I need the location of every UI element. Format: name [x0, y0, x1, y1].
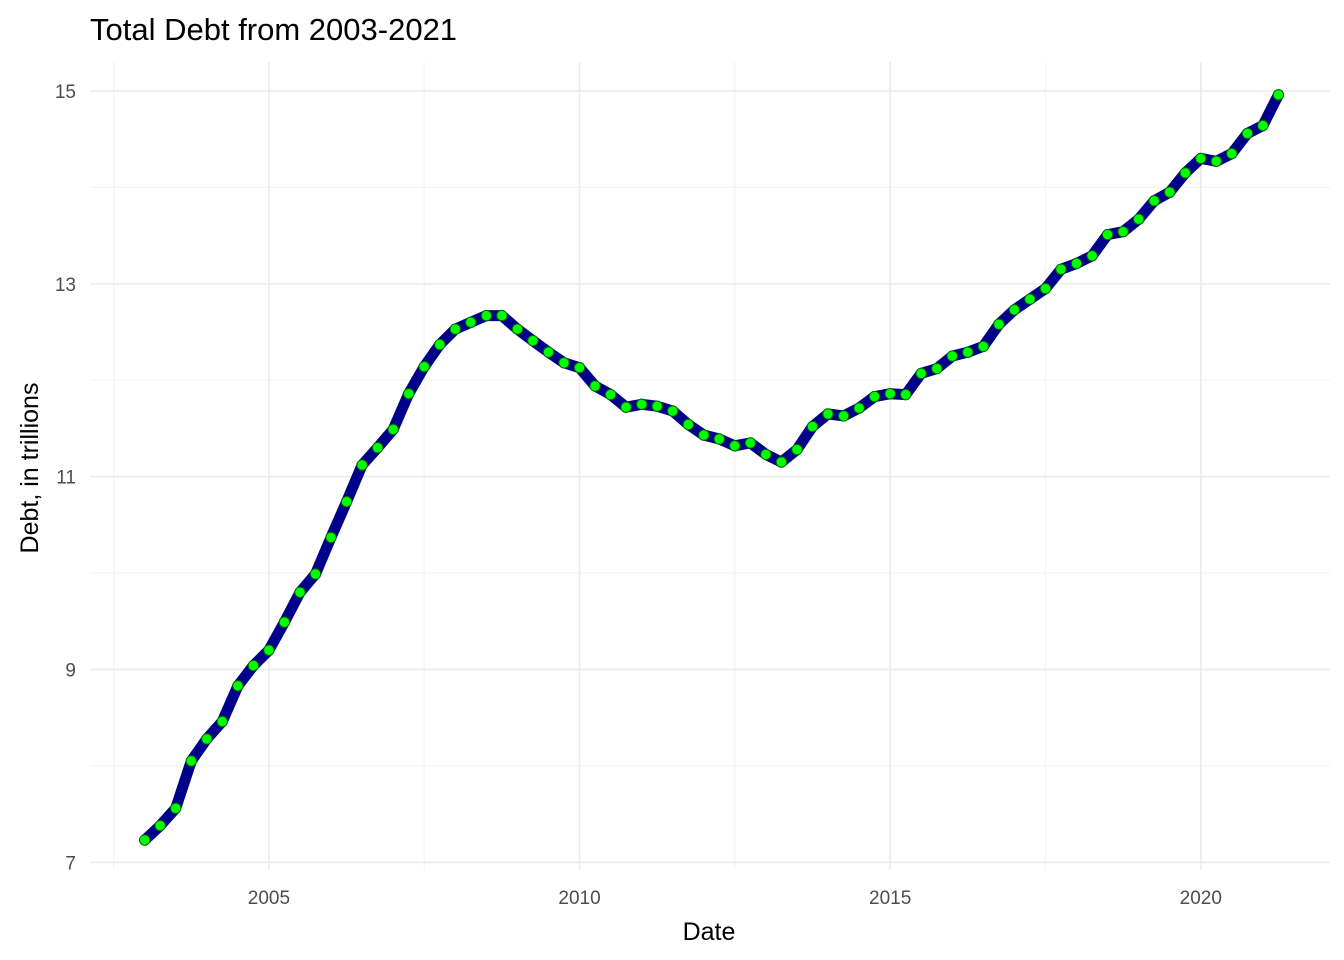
data-point [1117, 226, 1129, 238]
data-point [946, 350, 958, 362]
data-point [480, 309, 493, 322]
data-point [185, 755, 198, 767]
data-point [713, 433, 725, 445]
data-point [698, 429, 710, 441]
data-point [1055, 263, 1067, 275]
data-point [1195, 152, 1207, 165]
data-point [170, 802, 182, 814]
data-point [1008, 304, 1021, 316]
data-point [1101, 228, 1114, 241]
series-debt [139, 89, 1285, 846]
data-point [1179, 167, 1192, 179]
data-point [1210, 155, 1223, 168]
data-point [729, 440, 741, 452]
data-point [496, 309, 508, 322]
data-point [278, 616, 291, 628]
data-point [620, 401, 632, 413]
data-point [216, 715, 229, 728]
data-point [931, 362, 943, 375]
data-point [1257, 119, 1269, 132]
x-tick-label: 2005 [248, 888, 290, 909]
y-axis-title: Debt, in trillions [16, 383, 44, 554]
data-point [667, 405, 679, 417]
x-tick-label: 2015 [869, 888, 911, 909]
y-tick-label: 7 [65, 853, 76, 874]
data-point [760, 448, 772, 461]
data-point [325, 531, 337, 544]
y-tick-label: 11 [56, 468, 76, 489]
data-point [356, 459, 368, 471]
data-point [340, 496, 353, 508]
data-point [915, 367, 927, 380]
data-point [1070, 257, 1083, 270]
data-point [263, 644, 275, 656]
data-point [527, 335, 539, 347]
data-points [139, 89, 1285, 846]
y-tick-label: 13 [55, 275, 76, 296]
data-point [558, 357, 570, 369]
data-point [403, 388, 415, 400]
data-point [806, 420, 819, 433]
data-point [1133, 213, 1145, 225]
data-point [154, 819, 166, 832]
data-point [853, 402, 865, 414]
y-tick-label: 15 [55, 82, 76, 103]
data-point [201, 733, 213, 745]
data-point [434, 338, 446, 351]
data-point [791, 443, 803, 456]
data-point [1164, 186, 1176, 198]
data-point [573, 362, 586, 374]
x-tick-label: 2020 [1180, 888, 1222, 909]
data-point [1086, 250, 1098, 262]
data-point [1039, 282, 1052, 295]
data-point [294, 586, 306, 598]
data-point [651, 400, 663, 412]
data-point [139, 834, 151, 846]
data-point [542, 346, 555, 358]
x-tick-label: 2010 [558, 888, 600, 909]
data-point [775, 456, 788, 468]
data-point [511, 323, 524, 335]
data-point [1226, 147, 1238, 160]
data-point [247, 659, 260, 672]
data-point [744, 437, 757, 449]
axes: 7 9 11 13 15 2005 2010 2015 2020 [55, 82, 1222, 909]
data-point [1148, 195, 1160, 207]
data-point [993, 318, 1005, 330]
data-point [682, 418, 694, 431]
data-point [604, 388, 617, 401]
data-point [837, 410, 850, 422]
x-axis-title: Date [683, 918, 736, 946]
data-point [822, 408, 834, 420]
data-point [449, 323, 461, 335]
data-point [977, 340, 989, 353]
data-point [418, 361, 430, 373]
data-point [900, 388, 912, 401]
data-point [1272, 89, 1285, 101]
chart-title: Total Debt from 2003-2021 [90, 12, 457, 47]
data-point [309, 568, 322, 580]
data-point [232, 680, 244, 692]
data-point [387, 423, 399, 436]
data-point [884, 388, 896, 400]
y-tick-label: 9 [65, 660, 76, 681]
series-line [139, 89, 1284, 846]
data-point [962, 346, 974, 358]
data-point [589, 380, 601, 392]
data-point [636, 398, 648, 410]
data-point [868, 390, 881, 403]
data-point [1024, 293, 1036, 305]
data-point [371, 442, 384, 454]
data-point [1241, 127, 1254, 140]
data-point [465, 316, 477, 328]
grid [90, 62, 1330, 870]
